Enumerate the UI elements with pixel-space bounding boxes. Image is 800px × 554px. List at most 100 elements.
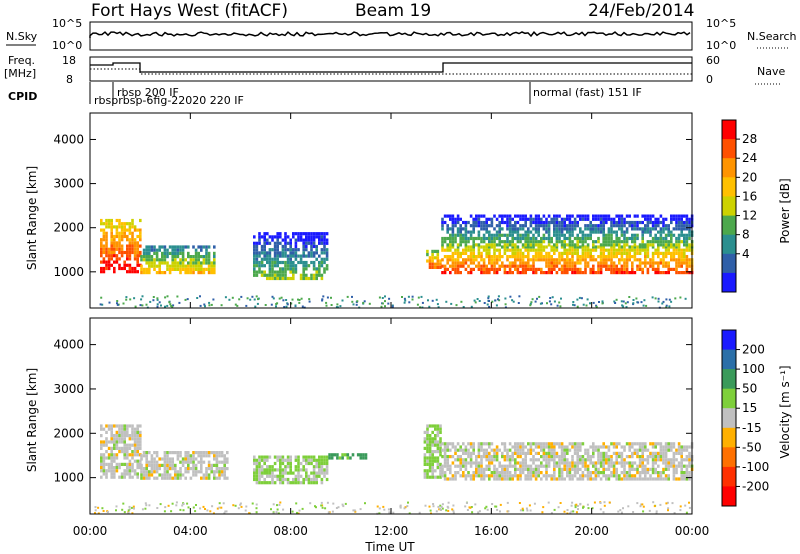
data-cell [514, 230, 517, 234]
data-cell [428, 446, 432, 450]
data-cell [464, 451, 468, 455]
data-cell [540, 448, 543, 452]
data-cell [672, 442, 676, 446]
data-cell [610, 248, 613, 252]
data-cell [133, 244, 137, 248]
data-cell [623, 445, 626, 449]
data-cell [284, 244, 287, 249]
cpid-3: normal (fast) 151 IF [533, 86, 642, 99]
data-cell [446, 477, 449, 481]
data-cell [550, 267, 553, 271]
data-cell [205, 261, 208, 265]
data-cell [607, 217, 611, 221]
data-cell [446, 245, 449, 249]
ground-scatter-cell [199, 295, 201, 298]
data-cell [592, 477, 595, 481]
data-cell [107, 466, 111, 470]
data-cell [115, 254, 119, 258]
data-cell [207, 476, 211, 480]
ground-scatter-cell [497, 295, 500, 298]
data-cell [540, 255, 543, 259]
ground-scatter-cell [275, 305, 277, 308]
data-cell [464, 464, 468, 468]
data-cell [558, 240, 561, 244]
data-cell [597, 261, 600, 265]
data-cell [618, 258, 621, 262]
data-cell [294, 232, 298, 236]
data-cell [292, 267, 295, 271]
data-cell [563, 271, 566, 275]
data-cell [547, 220, 551, 225]
data-cell [166, 264, 169, 268]
data-cell [555, 214, 559, 218]
data-cell [312, 267, 316, 271]
data-cell [220, 454, 224, 458]
data-cell [618, 261, 621, 265]
ground-scatter-cell [627, 505, 630, 508]
data-cell [268, 481, 272, 485]
data-cell [443, 442, 447, 446]
data-cell [498, 227, 501, 231]
ground-scatter-cell [445, 509, 448, 512]
data-cell [294, 465, 298, 469]
data-cell [529, 214, 533, 218]
data-cell [545, 455, 548, 459]
data-cell [573, 220, 577, 225]
data-cell [126, 238, 129, 242]
data-cell [654, 477, 657, 481]
data-cell [506, 233, 509, 237]
data-cell [168, 267, 172, 271]
data-cell [307, 251, 311, 255]
data-cell [115, 244, 119, 248]
data-cell [128, 238, 132, 242]
data-cell [174, 470, 177, 474]
data-cell [255, 461, 259, 466]
ground-scatter-cell [145, 303, 148, 306]
data-cell [568, 214, 572, 218]
data-cell [677, 236, 681, 241]
data-cell [670, 461, 673, 465]
ground-scatter-cell [582, 505, 585, 508]
data-cell [638, 220, 642, 225]
data-cell [602, 455, 605, 459]
data-cell [323, 248, 326, 252]
data-cell [529, 243, 533, 247]
data-cell [568, 258, 572, 262]
ground-scatter-cell [572, 303, 574, 306]
ground-scatter-cell [441, 507, 444, 510]
data-cell [194, 261, 198, 265]
data-cell [672, 445, 676, 449]
data-cell [527, 233, 530, 237]
data-cell [667, 233, 670, 237]
data-cell [161, 251, 164, 255]
data-cell [482, 474, 486, 478]
data-cell [529, 464, 533, 468]
data-cell [302, 248, 305, 252]
data-cell [586, 467, 590, 471]
ground-scatter-cell [488, 305, 491, 308]
data-cell [260, 248, 264, 252]
data-cell [527, 230, 530, 234]
data-cell [318, 238, 321, 242]
data-cell [667, 271, 670, 275]
ground-scatter-cell [566, 509, 569, 511]
data-cell [133, 241, 137, 245]
data-cell [550, 258, 553, 262]
data-cell [323, 238, 326, 242]
data-cell [516, 474, 520, 478]
data-cell [171, 457, 174, 461]
data-cell [498, 236, 501, 241]
data-cell [439, 437, 442, 441]
data-cell [605, 255, 608, 259]
data-cell [631, 271, 634, 275]
data-cell [664, 461, 668, 465]
data-cell [436, 253, 440, 257]
data-cell [446, 258, 449, 262]
data-cell [514, 251, 517, 255]
data-cell [194, 451, 198, 455]
data-cell [423, 456, 427, 460]
data-cell [428, 459, 432, 463]
data-cell [592, 227, 595, 231]
data-cell [638, 267, 642, 271]
data-cell [451, 474, 455, 478]
